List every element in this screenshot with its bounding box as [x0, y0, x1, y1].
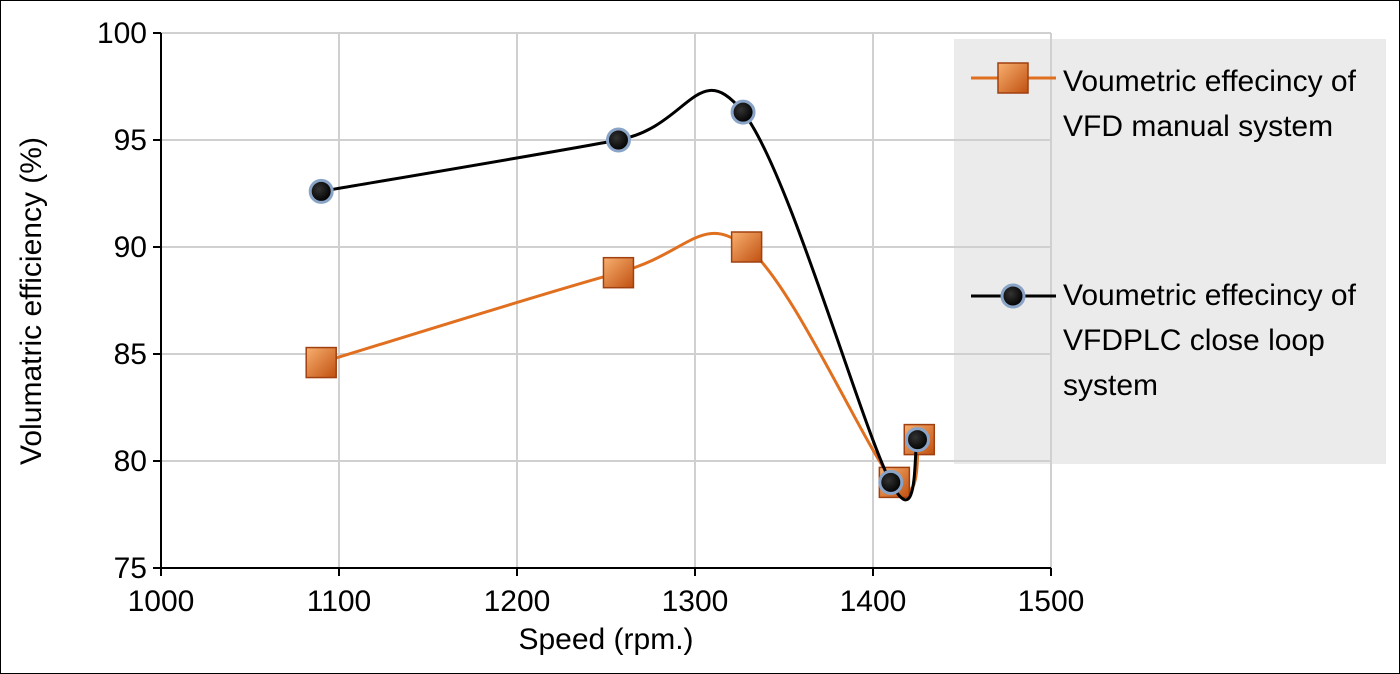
legend-label: Voumetric effecincy of VFD manual system: [1063, 65, 1356, 143]
y-tick-label: 100: [97, 17, 147, 50]
marker: [308, 178, 334, 204]
y-tick-label: 75: [114, 552, 147, 585]
x-tick-label: 1100: [307, 585, 372, 618]
y-tick-label: 90: [114, 231, 147, 264]
marker: [305, 346, 337, 379]
legend-marker: [997, 62, 1029, 94]
marker: [730, 231, 763, 263]
marker: [602, 256, 635, 289]
marker: [878, 469, 904, 495]
y-tick-label: 80: [114, 445, 147, 478]
x-tick-label: 1300: [662, 585, 729, 618]
legend-marker: [1000, 283, 1026, 309]
marker: [905, 427, 930, 453]
marker: [730, 99, 756, 125]
legend-box: [954, 39, 1386, 464]
x-tick-label: 1500: [1018, 585, 1085, 618]
x-tick-label: 1000: [128, 585, 195, 618]
y-axis-title: Volumatric efficiency (%): [15, 137, 48, 465]
marker: [605, 127, 631, 153]
x-tick-label: 1200: [484, 585, 551, 618]
legend-label: Voumetric effecincy of VFDPLC close loop…: [1063, 279, 1356, 402]
y-tick-label: 95: [114, 124, 147, 157]
x-axis-title: Speed (rpm.): [518, 623, 693, 656]
x-tick-label: 1400: [840, 585, 907, 618]
y-tick-label: 85: [114, 338, 147, 371]
